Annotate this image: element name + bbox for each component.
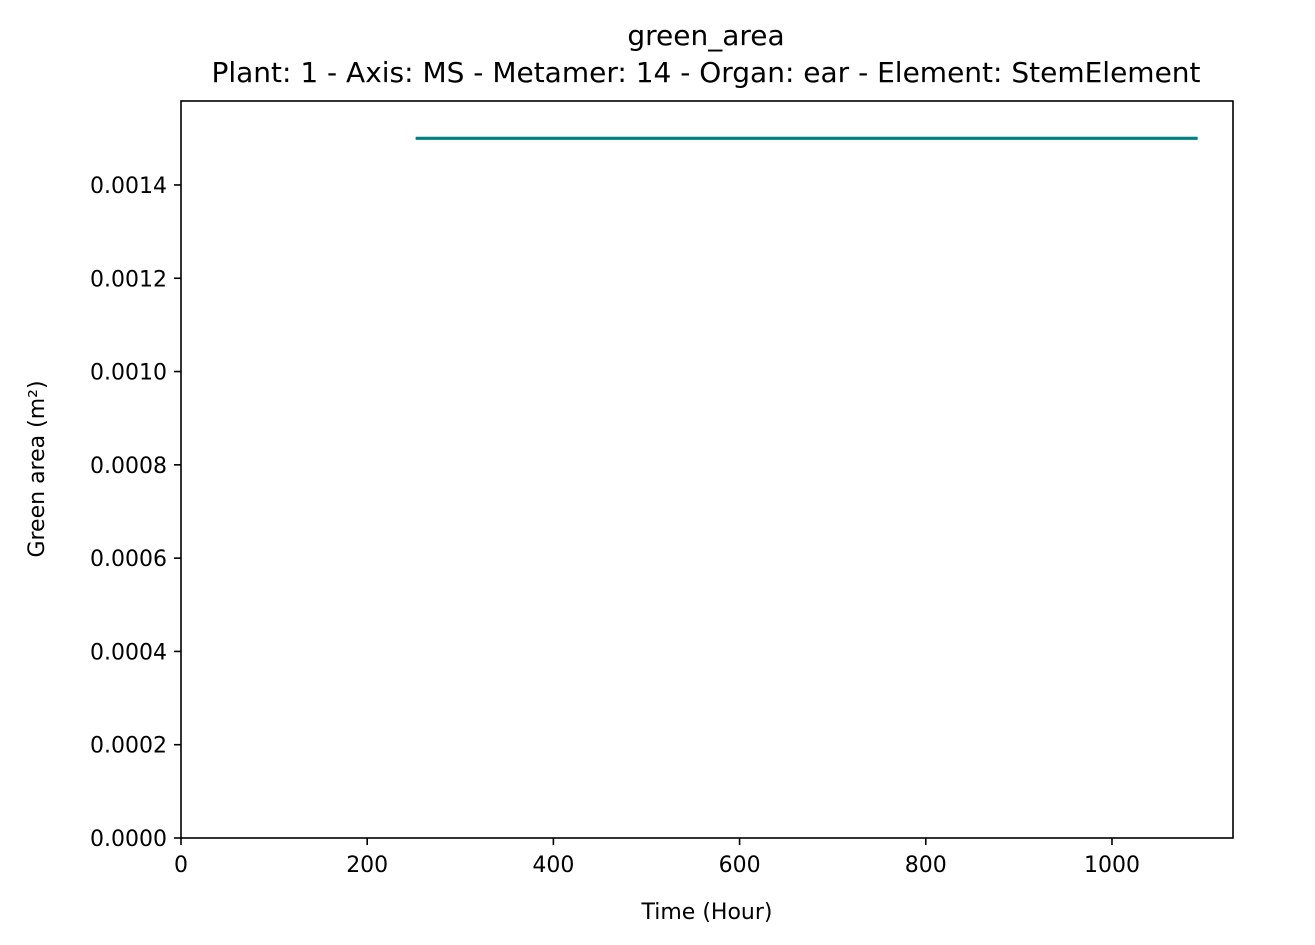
- chart-subtitle: Plant: 1 - Axis: MS - Metamer: 14 - Orga…: [211, 56, 1200, 89]
- x-tick-label: 200: [346, 853, 388, 878]
- x-tick-label: 1000: [1084, 853, 1140, 878]
- y-tick-label: 0.0002: [90, 734, 167, 759]
- x-axis-ticks: 0 200 400 600 800 1000: [174, 838, 1140, 878]
- x-tick-label: 600: [719, 853, 761, 878]
- y-axis-ticks: 0.0000 0.0002 0.0004 0.0006 0.0008 0.0010 0.00…: [90, 174, 181, 852]
- y-tick-label: 0.0014: [90, 174, 167, 199]
- y-axis-label: Green area (m²): [25, 380, 50, 557]
- y-tick-label: 0.0012: [90, 267, 167, 292]
- x-tick-label: 0: [174, 853, 188, 878]
- y-tick-label: 0.0004: [90, 640, 167, 665]
- y-tick-label: 0.0000: [90, 827, 167, 852]
- x-tick-label: 800: [905, 853, 947, 878]
- chart-title: green_area: [627, 19, 784, 52]
- plot-frame: [180, 100, 1234, 839]
- x-axis-label: Time (Hour): [641, 900, 773, 925]
- y-tick-label: 0.0010: [90, 361, 167, 386]
- y-tick-label: 0.0006: [90, 547, 167, 572]
- y-tick-label: 0.0008: [90, 454, 167, 479]
- x-tick-label: 400: [532, 853, 574, 878]
